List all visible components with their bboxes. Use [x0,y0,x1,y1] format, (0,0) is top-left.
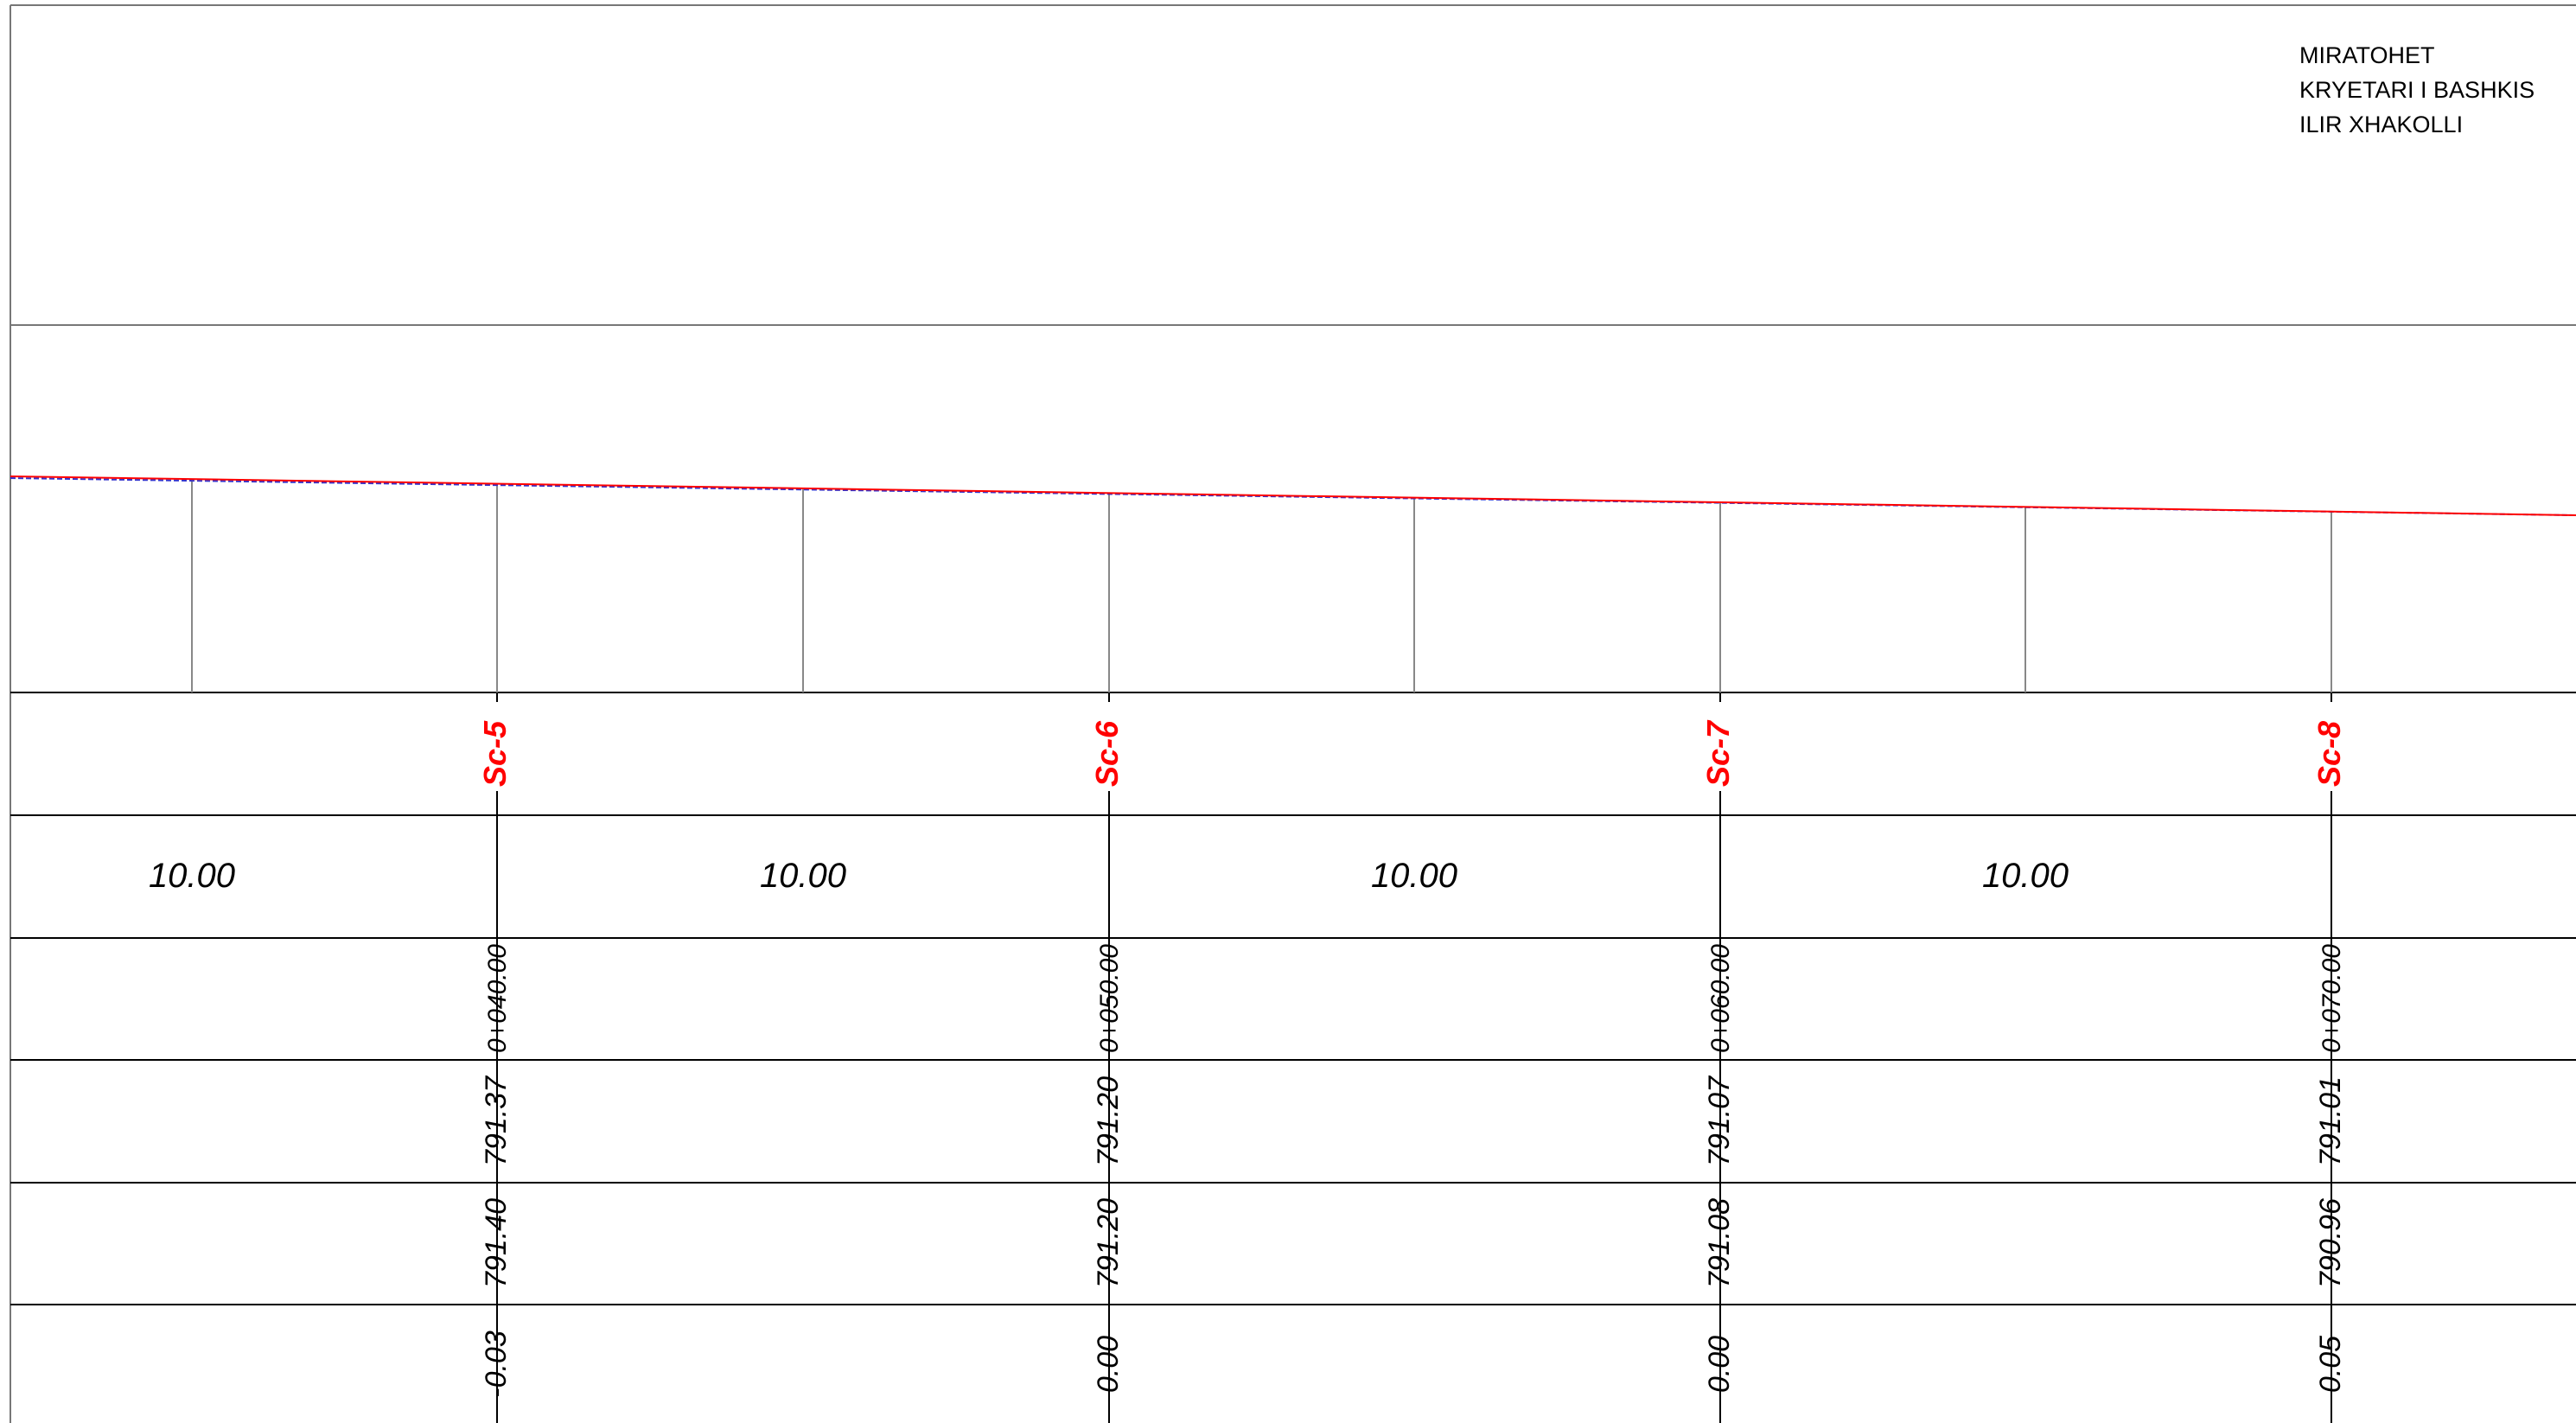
segment-distance: 10.00 [760,857,846,895]
approval-block: MIRATOHET KRYETARI I BASHKIS ILIR XHAKOL… [2299,38,2535,142]
station-chainage: 0+040.00 [483,944,512,1053]
design-elevation: 791.20 [1092,1198,1125,1288]
segment-distance: 10.00 [149,857,235,895]
design-elevation: 791.08 [1703,1198,1736,1288]
approval-line-1: MIRATOHET [2299,42,2435,68]
elevation-difference: 0.00 [1703,1336,1736,1393]
terrain-elevation: 791.20 [1092,1076,1125,1166]
terrain-elevation: 791.01 [2314,1076,2347,1166]
station-chainage: 0+060.00 [1706,944,1735,1053]
design-line [10,475,2576,516]
design-elevation: 791.40 [480,1198,513,1288]
station-chainage: 0+050.00 [1095,944,1124,1053]
station-label: Sc-5 [477,720,513,787]
station-chainage: 0+070.00 [2318,944,2346,1053]
segment-distance: 10.00 [1982,857,2069,895]
terrain-elevation: 791.07 [1703,1075,1736,1166]
approval-line-3: ILIR XHAKOLLI [2299,112,2464,137]
station-label: Sc-7 [1700,719,1736,787]
elevation-difference: 0.00 [1092,1336,1125,1393]
elevation-difference: -0.03 [480,1330,513,1398]
station-label: Sc-6 [1089,720,1125,787]
segment-distance: 10.00 [1371,857,1457,895]
design-elevation: 790.96 [2314,1198,2347,1288]
terrain-elevation: 791.37 [480,1075,513,1166]
station-label: Sc-8 [2311,721,2347,787]
approval-line-2: KRYETARI I BASHKIS [2299,77,2535,103]
elevation-difference: 0.05 [2314,1336,2347,1393]
